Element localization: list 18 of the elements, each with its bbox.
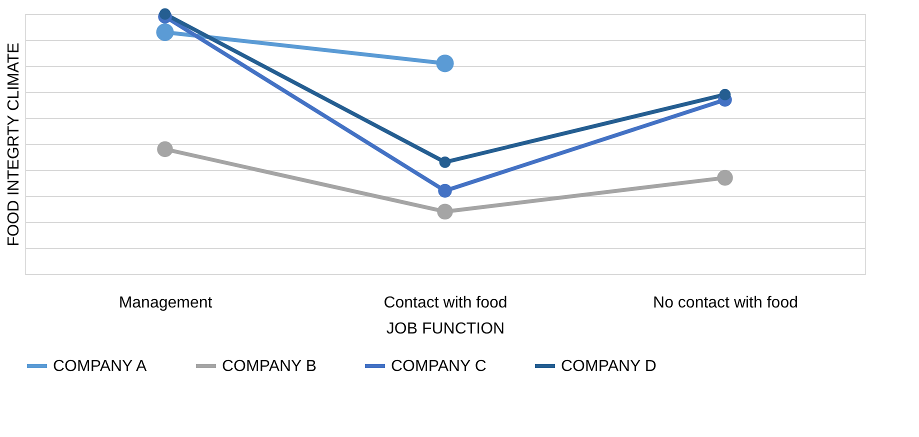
x-tick-label: Management [118,294,213,312]
point [437,204,453,220]
point [439,156,451,168]
x-axis-title: JOB FUNCTION [386,320,505,338]
legend-label: COMPANY C [391,358,486,375]
point [156,23,174,41]
x-tick-label: Contact with food [384,294,508,312]
point [157,141,173,158]
legend-label: COMPANY D [561,358,656,375]
point [717,170,733,186]
point [719,88,731,100]
point [436,54,454,72]
point [159,8,171,20]
y-axis-title: FOOD INTEGRTY CLIMATE [6,42,22,246]
point [438,184,452,198]
legend-label: COMPANY A [53,358,147,375]
x-tick-label: No contact with food [653,294,798,312]
legend-label: COMPANY B [222,358,317,375]
